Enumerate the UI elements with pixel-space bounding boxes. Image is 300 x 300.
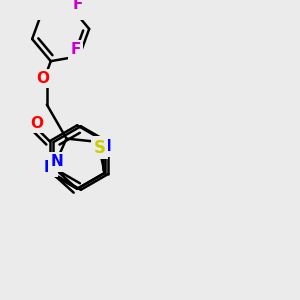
Text: N: N: [43, 160, 56, 175]
Text: O: O: [37, 71, 50, 86]
Text: N: N: [98, 139, 111, 154]
Text: N: N: [51, 154, 64, 169]
Text: F: F: [70, 42, 81, 57]
Text: F: F: [73, 0, 83, 12]
Text: O: O: [30, 116, 43, 131]
Text: S: S: [94, 139, 106, 157]
